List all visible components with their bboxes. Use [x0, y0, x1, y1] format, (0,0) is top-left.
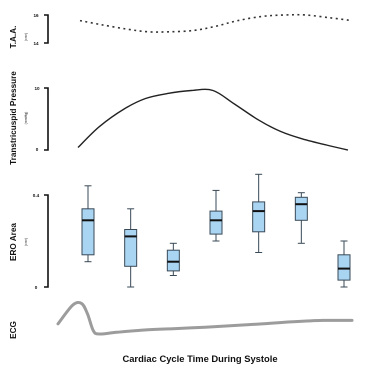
ecg-ylabel: ECG: [9, 321, 18, 339]
ero-box-iqr: [166, 249, 180, 272]
x-axis-label: Cardiac Cycle Time During Systole: [122, 353, 277, 364]
taa-series-line: [79, 13, 353, 33]
ero-ylabel: ERO Area: [9, 223, 18, 261]
ero-boxes: [81, 173, 351, 288]
pressure-yaxis: [44, 87, 49, 151]
ecg-series-line: [56, 300, 354, 336]
ero-box-iqr: [337, 254, 351, 281]
pressure-series-line: [77, 88, 349, 151]
ero-box-1: [81, 185, 95, 263]
ero-ytick-low: 0: [35, 285, 38, 290]
ero-box-2: [124, 208, 138, 288]
ero-box-iqr: [252, 201, 266, 233]
panel-ero: ERO Area (cm²) 0.4 0: [9, 173, 351, 290]
ero-box-5: [252, 173, 266, 253]
ero-box-6: [294, 192, 308, 244]
pressure-ytick-low: 0: [36, 147, 39, 152]
ero-box-iqr: [209, 210, 223, 235]
ero-box-3: [166, 242, 180, 276]
panel-pressure: Transtricuspid Pressure (mmHg) 10 0: [9, 71, 349, 165]
taa-ytick-low: 14: [33, 41, 39, 46]
ero-box-iqr: [294, 196, 308, 221]
ero-box-iqr: [124, 229, 138, 267]
pressure-ylabel: Transtricuspid Pressure: [9, 71, 18, 165]
ero-yunit: (cm²): [24, 238, 28, 246]
taa-ylabel: T.A.A.: [9, 26, 18, 49]
taa-yaxis: [44, 14, 49, 44]
pressure-ytick-high: 10: [34, 86, 40, 91]
ero-box-7: [337, 240, 351, 288]
ero-box-iqr: [81, 208, 95, 256]
panel-taa: T.A.A. (cm²) 16 14: [9, 13, 353, 49]
taa-yunit: (cm²): [24, 33, 28, 41]
taa-ytick-high: 16: [33, 13, 39, 18]
panel-ecg: ECG: [9, 300, 354, 339]
pressure-yunit: (mmHg): [24, 112, 28, 125]
ero-yaxis: [44, 194, 49, 288]
ero-box-4: [209, 189, 223, 242]
ero-ytick-high: 0.4: [33, 193, 40, 198]
